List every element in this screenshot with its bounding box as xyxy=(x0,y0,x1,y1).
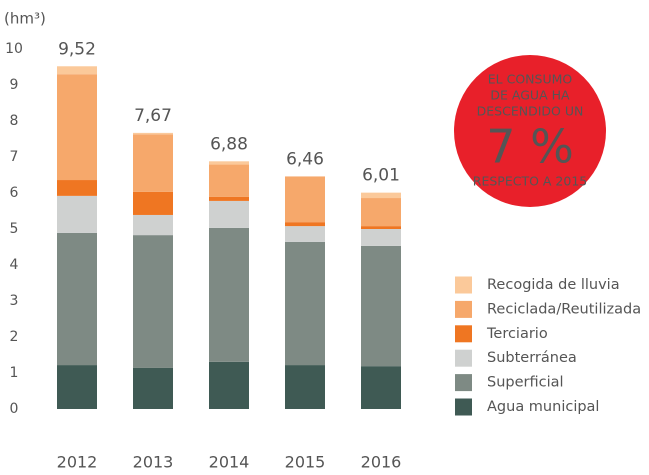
y-tick-label: 4 xyxy=(10,257,19,273)
bar-segment xyxy=(209,196,249,201)
bar-segment xyxy=(57,195,97,233)
bar-segment xyxy=(209,200,249,228)
total-label: 6,88 xyxy=(210,134,248,154)
legend-swatch xyxy=(455,374,472,392)
badge-text: EL CONSUMO xyxy=(488,72,573,87)
y-axis-label: (hm³) xyxy=(4,10,46,28)
bar-segment xyxy=(133,134,173,192)
bar-segment xyxy=(57,365,97,409)
x-tick-label: 2013 xyxy=(133,453,174,472)
y-tick-label: 2 xyxy=(10,329,19,345)
legend-swatch xyxy=(455,325,472,343)
bar-segment xyxy=(133,367,173,409)
y-tick-label: 8 xyxy=(10,113,19,129)
x-tick-label: 2016 xyxy=(361,453,402,472)
badge-big: 7 % xyxy=(486,120,574,174)
bar-segment xyxy=(209,227,249,362)
total-label: 9,52 xyxy=(58,39,96,59)
y-tick-label: 0 xyxy=(10,401,19,417)
y-tick-label: 10 xyxy=(5,41,23,57)
badge xyxy=(454,55,606,207)
legend-swatch xyxy=(455,398,472,416)
legend-label: Superficial xyxy=(487,375,564,391)
legend-swatch xyxy=(455,349,472,367)
y-tick-label: 5 xyxy=(10,221,19,237)
y-tick-label: 1 xyxy=(10,365,19,381)
badge-text: DE AGUA HA xyxy=(490,88,570,103)
badge-text: DESCENDIDO UN xyxy=(477,104,584,119)
bar-segment xyxy=(361,229,401,246)
bar-segment xyxy=(209,361,249,409)
legend-label: Subterránea xyxy=(487,350,577,366)
bar-segment xyxy=(285,241,325,366)
total-label: 6,01 xyxy=(362,166,400,186)
bar-segment xyxy=(57,232,97,366)
y-tick-label: 3 xyxy=(10,293,19,309)
x-tick-label: 2014 xyxy=(209,453,250,472)
bar-segment xyxy=(285,365,325,409)
y-tick-label: 6 xyxy=(10,185,19,201)
bar-segment xyxy=(133,191,173,215)
badge-footer: RESPECTO A 2015 xyxy=(473,174,587,189)
legend-swatch xyxy=(455,300,472,318)
x-tick-label: 2012 xyxy=(57,453,98,472)
bar-segment xyxy=(209,164,249,197)
x-tick-label: 2015 xyxy=(285,453,326,472)
bar-segment xyxy=(361,192,401,199)
bar-segment xyxy=(361,245,401,367)
bar-segment xyxy=(361,198,401,227)
bar-segment xyxy=(285,176,325,223)
bar-segment xyxy=(133,214,173,236)
legend-label: Agua municipal xyxy=(487,399,599,415)
y-tick-label: 9 xyxy=(10,77,19,93)
total-label: 6,46 xyxy=(286,149,324,169)
bar-segment xyxy=(285,222,325,227)
bar-segment xyxy=(361,226,401,229)
legend-swatch xyxy=(455,276,472,294)
bar-segment xyxy=(361,366,401,409)
y-tick-label: 7 xyxy=(10,149,19,165)
legend-label: Recogida de lluvia xyxy=(487,277,620,293)
bar-segment xyxy=(57,74,97,181)
bar-segment xyxy=(285,226,325,242)
legend-label: Reciclada/Reutilizada xyxy=(487,301,641,317)
bar-segment xyxy=(57,66,97,75)
legend-label: Terciario xyxy=(486,326,548,342)
bar-segment xyxy=(209,161,249,165)
bar-segment xyxy=(133,235,173,368)
total-label: 7,67 xyxy=(134,106,172,126)
bar-segment xyxy=(57,180,97,196)
bar-segment xyxy=(133,132,173,135)
